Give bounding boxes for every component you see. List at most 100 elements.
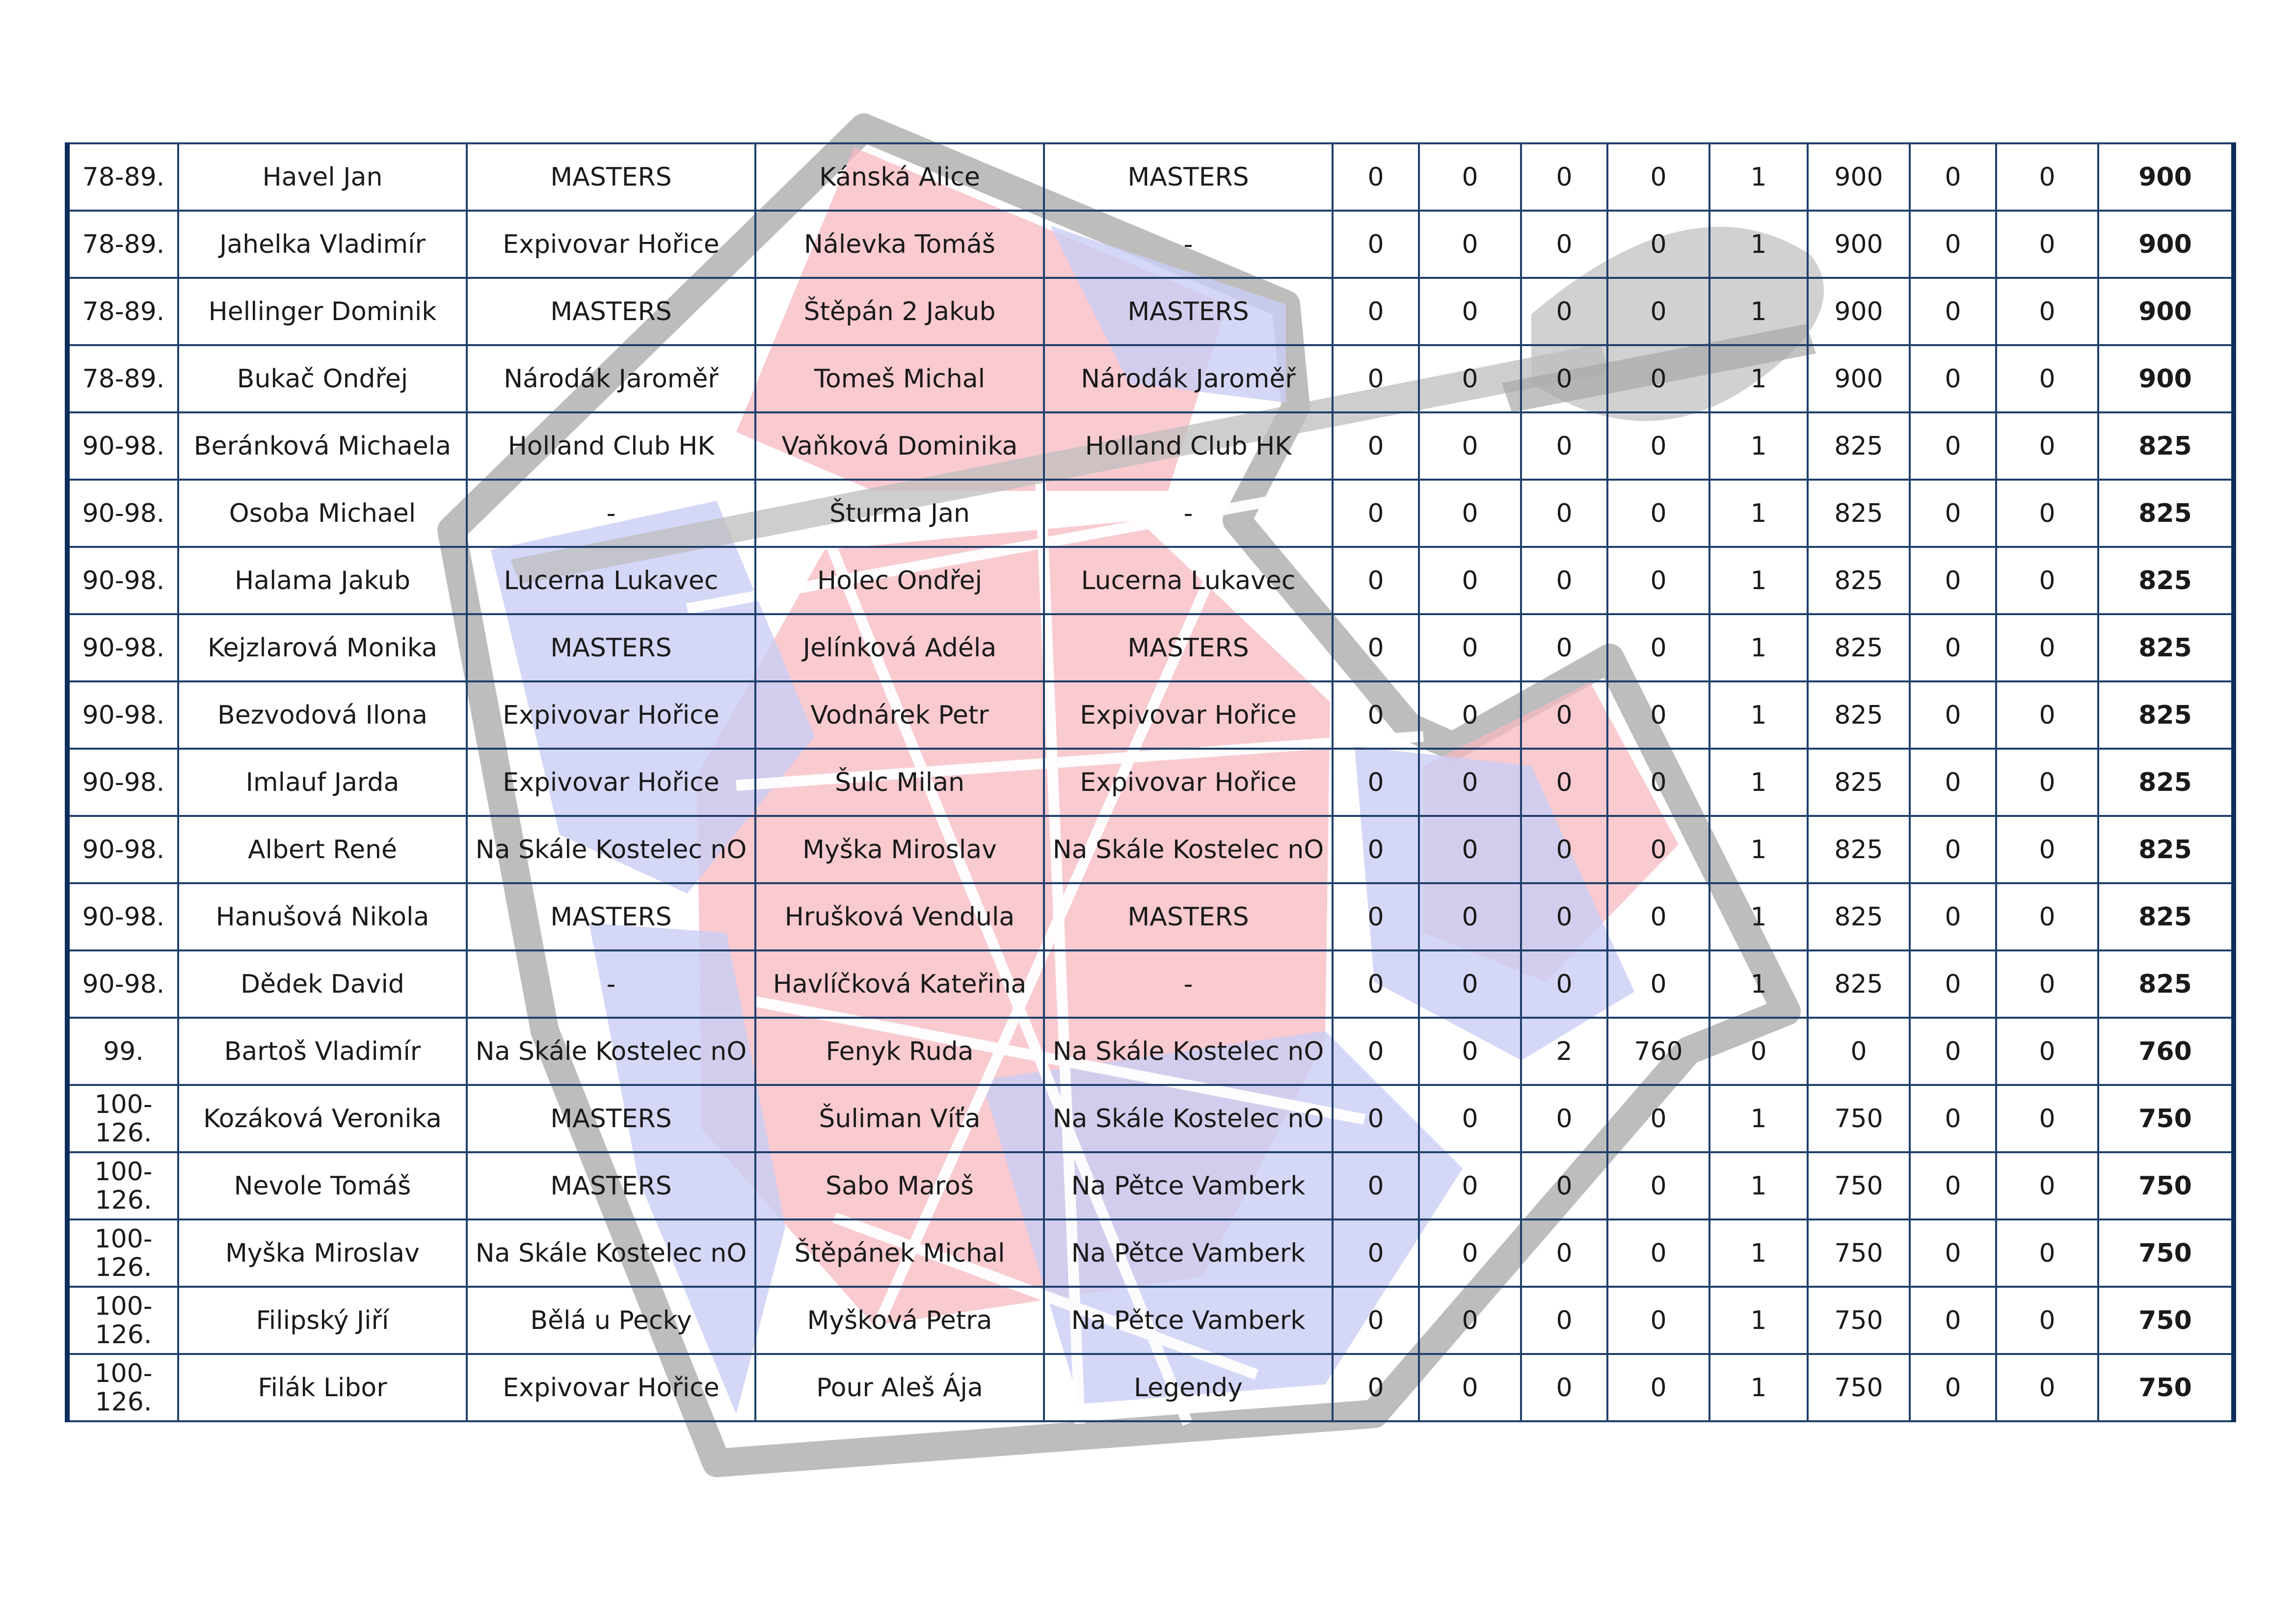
score-cell: 1: [1709, 479, 1809, 548]
table-row: 90-98. Hanušová Nikola MASTERS Hrušková Ven…: [66, 882, 2235, 951]
score-cell: 0: [1909, 1286, 1997, 1355]
player-name-cell: Havel Jan: [177, 142, 468, 212]
score-cell: 0: [1995, 680, 2099, 750]
score-cell: 900: [1807, 210, 1911, 279]
score-cell: 0: [1909, 748, 1997, 817]
rank-cell: 100-126.: [66, 1286, 179, 1355]
score-cell: 825: [1807, 882, 1911, 951]
club-cell: MASTERS: [466, 1151, 756, 1220]
partner-name-cell: Štěpán 2 Jakub: [754, 277, 1045, 346]
score-cell: 0: [1418, 142, 1522, 212]
total-points-cell: 760: [2097, 1017, 2235, 1086]
total-points-cell: 825: [2097, 949, 2235, 1019]
total-points-cell: 750: [2097, 1151, 2235, 1220]
total-points-cell: 825: [2097, 680, 2235, 750]
score-cell: 0: [1520, 815, 1608, 884]
score-cell: 0: [1520, 882, 1608, 951]
player-name-cell: Albert René: [177, 815, 468, 884]
score-cell: 0: [1332, 882, 1420, 951]
score-cell: 0: [1909, 1353, 1997, 1422]
score-cell: 0: [1995, 815, 2099, 884]
total-points-cell: 825: [2097, 411, 2235, 481]
rank-cell: 100-126.: [66, 1218, 179, 1288]
score-cell: 0: [1606, 277, 1710, 346]
score-cell: 0: [1995, 1218, 2099, 1288]
score-cell: 0: [1520, 546, 1608, 615]
partner-club-cell: -: [1043, 479, 1334, 548]
partner-name-cell: Havlíčková Kateřina: [754, 949, 1045, 1019]
score-cell: 0: [1332, 210, 1420, 279]
table-row: 90-98. Osoba Michael - Šturma Jan -0 0 0 0 1 825 0…: [66, 479, 2235, 548]
score-cell: 0: [1520, 949, 1608, 1019]
score-cell: 0: [1332, 1286, 1420, 1355]
player-name-cell: Myška Miroslav: [177, 1218, 468, 1288]
score-cell: 0: [1520, 142, 1608, 212]
score-cell: 0: [1332, 1353, 1420, 1422]
table-row: 78-89. Hellinger Dominik MASTERS Štěpán 2 J…: [66, 277, 2235, 346]
score-cell: 0: [1418, 210, 1522, 279]
score-cell: 0: [1606, 815, 1710, 884]
player-name-cell: Jahelka Vladimír: [177, 210, 468, 279]
score-cell: 1: [1709, 411, 1809, 481]
table-row: 90-98. Albert René Na Skále Kostelec nO Myš…: [66, 815, 2235, 884]
score-cell: 0: [1606, 142, 1710, 212]
score-cell: 2: [1520, 1017, 1608, 1086]
partner-club-cell: Na Pětce Vamberk: [1043, 1286, 1334, 1355]
score-cell: 0: [1520, 680, 1608, 750]
partner-club-cell: Na Skále Kostelec nO: [1043, 1084, 1334, 1153]
player-name-cell: Halama Jakub: [177, 546, 468, 615]
partner-name-cell: Vodnárek Petr: [754, 680, 1045, 750]
total-points-cell: 825: [2097, 882, 2235, 951]
score-cell: 0: [1909, 882, 1997, 951]
partner-name-cell: Šulc Milan: [754, 748, 1045, 817]
score-cell: 825: [1807, 411, 1911, 481]
club-cell: Expivovar Hořice: [466, 748, 756, 817]
score-cell: 0: [1418, 1084, 1522, 1153]
player-name-cell: Hellinger Dominik: [177, 277, 468, 346]
score-cell: 0: [1606, 882, 1710, 951]
partner-club-cell: Expivovar Hořice: [1043, 748, 1334, 817]
score-cell: 0: [1418, 344, 1522, 413]
score-cell: 0: [1606, 1286, 1710, 1355]
table-row: 90-98. Beránková Michaela Holland Club HK V…: [66, 411, 2235, 481]
score-cell: 1: [1709, 1353, 1809, 1422]
club-cell: Bělá u Pecky: [466, 1286, 756, 1355]
table-row: 90-98. Halama Jakub Lucerna Lukavec Holec O…: [66, 546, 2235, 615]
partner-club-cell: Národák Jaroměř: [1043, 344, 1334, 413]
partner-name-cell: Myška Miroslav: [754, 815, 1045, 884]
club-cell: Expivovar Hořice: [466, 1353, 756, 1422]
score-cell: 0: [1909, 815, 1997, 884]
score-cell: 825: [1807, 949, 1911, 1019]
score-cell: 0: [1909, 1151, 1997, 1220]
score-cell: 0: [1332, 815, 1420, 884]
club-cell: MASTERS: [466, 142, 756, 212]
total-points-cell: 825: [2097, 748, 2235, 817]
player-name-cell: Kozáková Veronika: [177, 1084, 468, 1153]
score-cell: 0: [1332, 479, 1420, 548]
player-name-cell: Imlauf Jarda: [177, 748, 468, 817]
club-cell: Na Skále Kostelec nO: [466, 1218, 756, 1288]
score-cell: 0: [1332, 613, 1420, 682]
score-cell: 825: [1807, 613, 1911, 682]
score-cell: 0: [1520, 1084, 1608, 1153]
partner-name-cell: Sabo Maroš: [754, 1151, 1045, 1220]
total-points-cell: 750: [2097, 1084, 2235, 1153]
score-cell: 0: [1606, 210, 1710, 279]
rank-cell: 90-98.: [66, 411, 179, 481]
score-cell: 0: [1995, 1353, 2099, 1422]
table-row: 78-89. Havel Jan MASTERS Kánská Alice MASTER…: [66, 142, 2235, 212]
score-cell: 0: [1520, 411, 1608, 481]
table-row: 78-89. Jahelka Vladimír Expivovar Hořice Ná…: [66, 210, 2235, 279]
score-cell: 0: [1995, 1286, 2099, 1355]
score-cell: 0: [1909, 277, 1997, 346]
score-cell: 0: [1418, 1151, 1522, 1220]
player-name-cell: Bartoš Vladimír: [177, 1017, 468, 1086]
table-row: 90-98. Dědek David - Havlíčková Kateřina -0 0…: [66, 949, 2235, 1019]
score-cell: 0: [1418, 411, 1522, 481]
score-cell: 0: [1807, 1017, 1911, 1086]
score-cell: 0: [1995, 748, 2099, 817]
score-cell: 0: [1520, 210, 1608, 279]
rank-cell: 90-98.: [66, 680, 179, 750]
partner-name-cell: Tomeš Michal: [754, 344, 1045, 413]
score-cell: 1: [1709, 1218, 1809, 1288]
